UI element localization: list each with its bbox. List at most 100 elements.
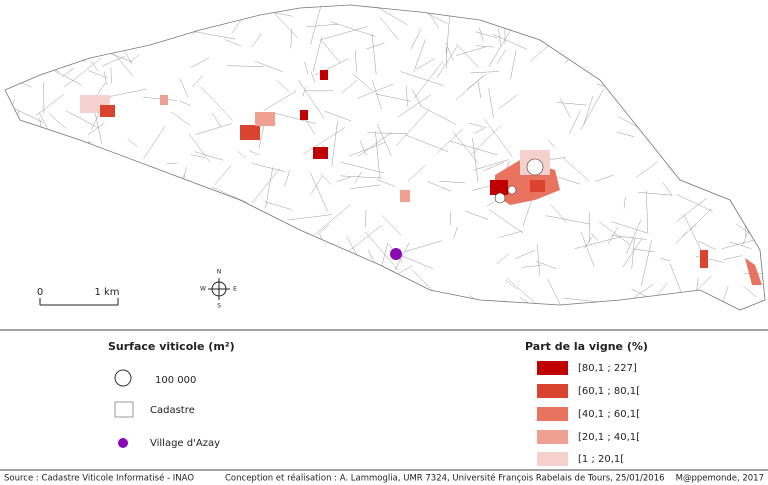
parcel-line [559,98,571,118]
parcel-line [303,127,346,155]
parcel-line [331,120,338,167]
parcel-line [405,134,449,153]
parcel-line [510,50,517,80]
parcel-line [468,122,484,128]
parcel-line [376,124,392,156]
legend-label: [40,1 ; 60,1[ [578,409,640,420]
parcel-line [87,122,105,136]
parcel-line [224,39,242,46]
parcel-line [407,164,426,182]
parcel-line [106,52,133,63]
parcel-line [129,54,140,63]
parcel-line [195,123,232,135]
parcel-line [580,231,595,267]
parcel-line [319,224,330,234]
compass-w: W [200,286,206,293]
parcel-line [498,230,523,238]
parcel-line [321,26,368,40]
parcel-line [194,151,224,161]
compass-e: E [233,286,237,293]
parcel-line [340,161,385,174]
legend-swatch [537,452,568,466]
parcel-line [395,109,430,147]
parcel-line [360,140,367,156]
parcel-line [545,215,591,225]
parcel-line [309,172,328,212]
parcel-line [190,154,206,158]
vineyards [80,70,762,285]
compass-n: N [217,269,222,276]
parcel-line [61,67,75,78]
parcel-line [504,279,518,290]
parcel-line [590,232,598,241]
parcel-line [381,215,402,236]
parcel-line [251,168,281,204]
parcel-line [646,190,648,233]
parcel-line [420,105,457,125]
parcel-line [484,118,513,158]
parcel-line [611,235,647,240]
parcel-line [367,132,408,135]
parcel-line [372,80,382,110]
commune-outline [4,4,766,311]
parcel-line [584,235,594,249]
parcel-line [623,196,626,209]
scale-start: 0 [37,287,43,298]
parcel-line [406,85,408,107]
legend-label: Cadastre [150,405,195,416]
legend-title: Surface viticole (m²) [108,340,235,353]
parcel-line [488,24,515,68]
parcel-line [477,81,482,99]
parcel-line [258,125,265,149]
legend-label: Village d'Azay [150,438,220,449]
parcel-line [319,173,332,185]
parcel-line [249,150,260,156]
parcel-line [304,61,309,75]
parcel-line [263,90,297,111]
scale-end: 1 km [94,287,119,298]
parcel-line [675,208,712,244]
parcel-line [583,96,594,125]
parcel-line [439,181,466,184]
parcel-line [341,80,358,94]
parcel-line [310,5,322,45]
parcel-line [179,100,191,106]
compass [208,278,230,300]
parcel-line [88,70,108,79]
parcel-line [35,94,65,116]
parcel-line [14,108,43,123]
parcel-line [626,219,642,254]
parcel-line [214,164,232,186]
parcel-line [515,250,535,259]
parcel-line [231,18,243,34]
parcel-line [179,78,189,98]
parcel-line [474,126,487,134]
parcel-line [90,60,99,72]
legend-symbol [118,438,128,448]
parcel-line [190,57,210,68]
parcel-line [200,86,233,121]
parcel-line [475,31,498,39]
parcel-line [598,221,631,246]
parcel-line [364,209,367,228]
parcel-line [237,150,246,159]
parcel-line [400,71,444,86]
parcel-line [472,159,509,171]
parcel-line [113,53,134,77]
parcel-line [65,110,99,129]
parcel-line [616,131,635,138]
parcel-line [537,244,540,276]
legend-label: [80,1 ; 227] [578,363,637,374]
compass-s: S [217,303,221,310]
parcel-line [371,33,377,75]
parcel-line [340,175,382,179]
legend-swatch [537,384,568,398]
legend-swatch [537,407,568,421]
parcel-line [345,224,383,254]
parcel-line [226,65,265,67]
parcel-line [270,111,316,124]
scale-bar [39,298,119,306]
legend-symbol [114,401,134,418]
parcel-line [365,231,398,270]
